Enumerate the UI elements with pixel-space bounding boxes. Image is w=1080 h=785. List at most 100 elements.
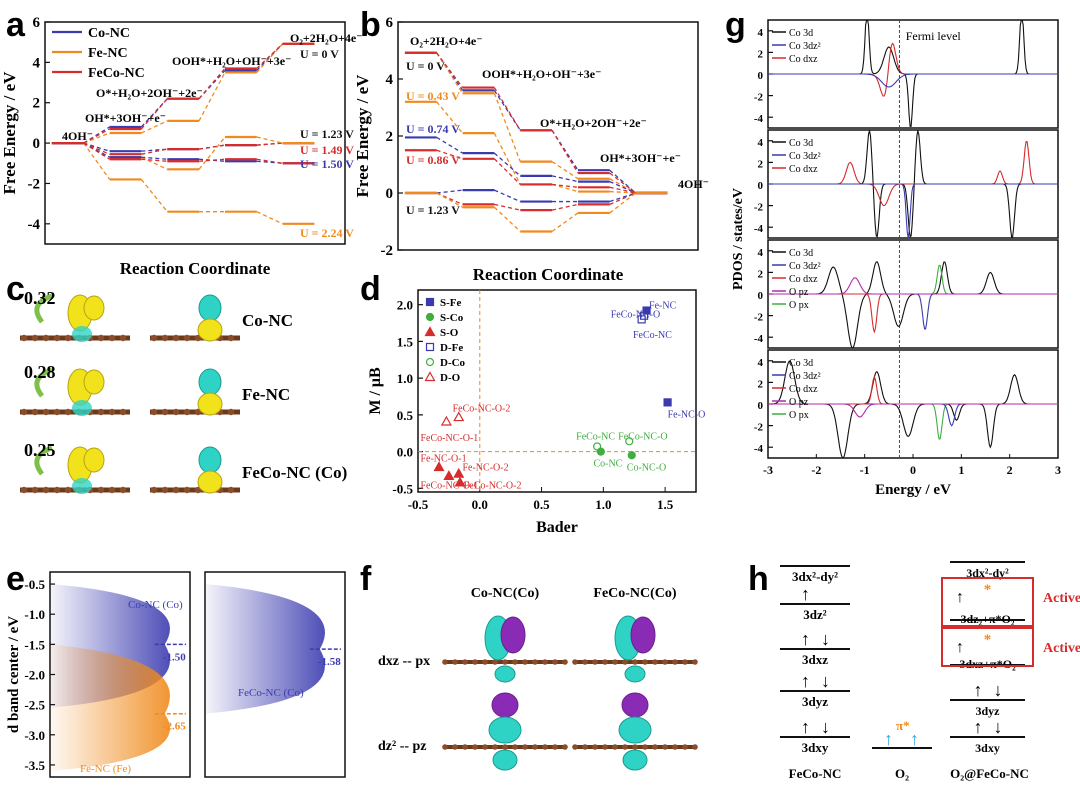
panel-c-atom: [42, 408, 50, 416]
panel-b-legend-text: Fe-NC: [610, 0, 1080, 4]
panel-h-level-label: 3dxz: [802, 652, 828, 667]
panel-b-connector: [436, 136, 463, 154]
panel-f-lobe: [492, 749, 518, 771]
panel-d-point: [443, 470, 455, 480]
panel-f-atom: [552, 744, 558, 750]
panel-f-atom: [442, 744, 448, 750]
panel-g-curve: [768, 293, 1058, 330]
panel-g-legend-text: Co dxz: [789, 384, 818, 395]
panel-d-scatter-chart: -0.5 0.0 0.5 1.0 1.5 2.0 -0.5 0.0 0.5 1.0 1.5 Bader…: [367, 289, 705, 536]
panel-a-potential-label: U = 2.24 V: [300, 226, 354, 240]
panel-e-band: [50, 644, 170, 771]
panel-f-lobe: [500, 616, 526, 654]
panel-d-legend-text: S-Fe: [440, 297, 462, 309]
panel-f-row-label: dxz -- px: [378, 654, 430, 669]
panel-d-point: [453, 411, 465, 422]
panel-g-legend-text: O px: [789, 300, 809, 311]
panel-b-connector: [493, 93, 521, 162]
panel-d-point: [625, 437, 634, 446]
panel-e-ytick-label: -0.5: [24, 577, 45, 592]
panel-g-ytick-label: 2: [758, 268, 764, 280]
panel-f-atom: [442, 659, 448, 665]
panel-a-connector: [141, 158, 168, 162]
panel-h-caption: FeCo-NC: [789, 766, 842, 781]
panel-a-connector: [83, 132, 110, 144]
panel-f-atom: [562, 744, 568, 750]
panel-f-lobe: [618, 716, 652, 744]
panel-c-lobe: [83, 369, 105, 395]
panel-g-ytick-label: 4: [758, 357, 764, 369]
panel-b-connector: [551, 212, 579, 233]
panel-h-spin-arrow: ↑: [801, 671, 810, 691]
panel-a-step-label: O*+H₂O+2OH⁻+2e⁻: [96, 86, 203, 100]
panel-h-spin-arrow: ↑: [974, 680, 983, 700]
panel-d-point-label: FeCo-NC-O-1: [420, 433, 478, 444]
panel-f-atom: [652, 659, 658, 665]
panel-g-ytick-label: 0: [758, 400, 764, 412]
panel-c-lobe: [197, 318, 223, 342]
panel-h-spin-arrow: ↑: [801, 717, 810, 737]
panel-g-ytick-label: 4: [758, 27, 764, 39]
panel-c-charge-density: 0.32 Co-NC 0.28 Fe-NC 0.25 FeCo-NC (Co): [20, 288, 347, 494]
panel-a-connector: [198, 69, 226, 100]
panel-label-c: c: [6, 270, 25, 308]
panel-c-atom: [119, 334, 127, 342]
panel-f-atom: [662, 659, 668, 665]
panel-c-atom: [31, 486, 39, 494]
panel-f-atom: [592, 744, 598, 750]
panel-d-legend-marker: [424, 371, 436, 382]
panel-a-legend-text: Co-NC: [88, 26, 130, 41]
panel-f-atom: [612, 659, 618, 665]
panel-f-atom: [642, 659, 648, 665]
panel-c-lobe: [198, 294, 222, 322]
panel-g-legend-text: Co 3dz²: [789, 261, 821, 272]
panel-d-point: [453, 467, 465, 478]
panel-a-frame: [44, 21, 346, 245]
panel-g-ytick-label: 4: [758, 137, 764, 149]
panel-f-atom: [502, 744, 508, 750]
panel-a-ytick-label: -4: [28, 217, 41, 233]
panel-e-ylabel: d band center / eV: [6, 616, 22, 733]
panel-g-xtick-label: 3: [1055, 463, 1061, 477]
panel-h-spin-arrow: ↑: [956, 639, 964, 656]
panel-h-spin-arrow: ↑: [801, 629, 810, 649]
panel-g-legend-text: Co 3d: [789, 358, 813, 369]
panel-g-legend-text: Co dxz: [789, 274, 818, 285]
panel-a-step-label: OOH*+H₂O+OH⁻+3e⁻: [172, 54, 291, 68]
panel-c-atom: [150, 408, 158, 416]
panel-h-level-label: 3dxy: [802, 740, 829, 755]
panel-c-lobe: [83, 447, 105, 473]
panel-a-connector: [256, 142, 283, 146]
panel-b-connector: [551, 183, 579, 193]
panel-b-connector: [609, 169, 637, 194]
panel-b-connector: [436, 149, 463, 160]
panel-d-legend-text: D-O: [440, 372, 461, 384]
panel-c-lobe: [198, 368, 222, 396]
panel-c-atom: [20, 408, 28, 416]
panel-e-ytick-label: -1.5: [24, 637, 45, 652]
panel-c-atom: [161, 334, 169, 342]
panel-d-ytick-label: 1.0: [397, 371, 413, 386]
panel-g-ytick-label: -2: [754, 312, 764, 324]
panel-b-step-label: OH*+3OH⁻+e⁻: [600, 151, 681, 165]
panel-a-connector: [198, 158, 226, 162]
panel-a-xlabel: Reaction Coordinate: [120, 259, 271, 278]
panel-f-atom: [632, 659, 638, 665]
panel-h-level-label: 3dz₂+π*O₂: [961, 612, 1015, 626]
panel-d-ylabel: M / μB: [367, 367, 384, 415]
panel-h-star: *: [984, 582, 992, 598]
panel-b-connector: [494, 203, 521, 211]
panel-f-atom: [522, 659, 528, 665]
panel-a-ytick-label: 2: [33, 96, 41, 112]
panel-a-connector: [141, 156, 168, 160]
panel-c-arrow: [34, 367, 53, 398]
panel-a-connector: [198, 158, 226, 162]
panel-f-atom: [482, 659, 488, 665]
panel-g-legend-text: O pz: [789, 287, 809, 298]
panel-d-legend-text: D-Fe: [440, 342, 463, 354]
panel-b-connector: [493, 132, 521, 185]
panel-g-ytick-label: 0: [758, 290, 764, 302]
panel-a-connector: [141, 148, 168, 155]
panel-e-center-value: -2.65: [163, 721, 186, 733]
